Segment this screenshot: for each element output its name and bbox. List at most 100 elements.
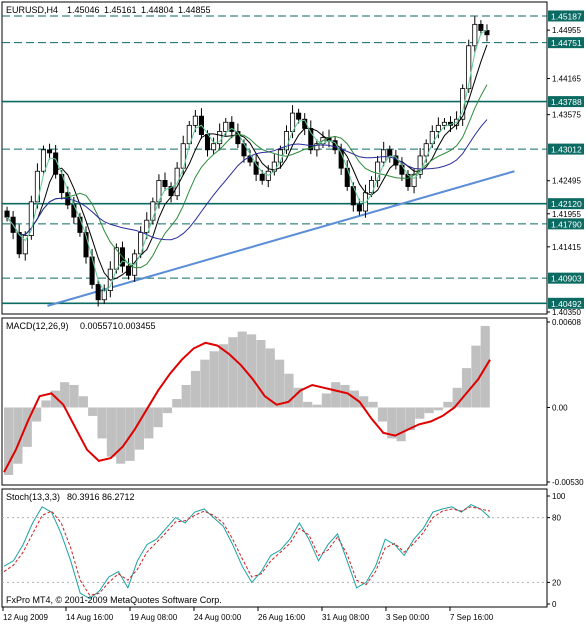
x-tick-label: 24 Aug 00:00 [194,613,242,622]
level-price-label: 1.40492 [551,299,582,309]
candle-body [235,131,241,145]
candle-body [253,161,259,175]
ohlc-high: 1.45161 [104,5,137,15]
candle-body [405,173,411,187]
candle-body [101,290,107,301]
candle-body [435,124,441,132]
macd-histogram-bar [415,407,425,419]
moving-average-line [6,119,488,241]
x-tick-label: 26 Aug 16:00 [258,613,306,622]
level-price-label: 1.41790 [551,219,582,229]
price-tick-label: 1.44165 [552,75,581,84]
macd-histogram-bar [405,407,416,430]
level-price-label: 1.45187 [551,11,582,21]
macd-histogram-bar [50,390,60,408]
macd-histogram-bar [172,399,182,408]
stoch-tick-label: 0 [552,600,557,609]
level-price-label: 1.43012 [551,145,582,155]
candle-body [217,131,223,145]
macd-histogram-bar [275,359,285,408]
candle-body [22,235,28,255]
macd-histogram-bar [13,407,23,464]
candle-body [168,186,174,197]
macd-tick-label: -0.00530 [552,478,584,487]
candle-body [229,121,235,132]
macd-histogram-bar [144,407,154,439]
macd-layer: 0.00608 0.00 -0.00530 [3,318,584,487]
moving-average-line [6,84,488,269]
candle-body [381,149,387,163]
candle-body [204,134,211,151]
macd-histogram-bar [60,382,70,408]
macd-histogram-bar [41,400,51,408]
x-tick-label: 12 Aug 2009 [3,613,48,622]
stoch-layer: 100 80 20 0 [2,492,566,609]
macd-histogram-bar [331,382,341,408]
candle-body [47,149,53,154]
candle-body [466,45,472,90]
macd-histogram-bar [162,407,173,414]
price-tick-label: 1.40350 [552,308,581,317]
macd-tick-label: 0.00 [552,403,568,412]
macd-histogram-bar [312,404,322,408]
candle-body [369,180,375,194]
level-price-box [548,10,584,22]
candle-body [478,23,484,31]
level-price-label: 1.40903 [551,274,582,284]
price-tick-label: 1.41415 [552,243,581,252]
macd-histogram-bar [237,331,247,408]
x-tick-label: 14 Aug 16:00 [66,613,114,622]
level-price-label: 1.44751 [551,38,582,48]
candle-body [4,210,10,218]
ohlc-close: 1.44855 [178,5,211,15]
candle-body [89,256,95,285]
trendline [47,170,515,307]
macd-histogram-bar [340,384,350,408]
macd-histogram-bar [471,345,481,408]
macd-histogram-bar [377,407,388,422]
macd-title: MACD(12,26,9) [6,321,69,331]
macd-histogram-bar [265,348,275,408]
moving-average-line [6,29,488,293]
candle-body [144,219,150,233]
candle-body [314,143,320,151]
candle-body [375,161,381,181]
stoch-panel [1,488,548,608]
macd-histogram-bar [200,359,210,408]
macd-histogram-bar [321,393,331,408]
x-tick-label: 31 Aug 08:00 [322,613,370,622]
macd-histogram-bar [4,407,14,475]
symbol-title: EURUSD,H4 [6,5,58,15]
macd-histogram-bar [228,337,238,408]
candle-body [186,124,192,145]
macd-histogram-bar [359,396,369,408]
macd-histogram-bar [424,407,434,414]
macd-histogram-bar [247,334,257,408]
macd-histogram-bar [461,368,472,408]
stoch-value-signal: 86.2712 [102,492,135,502]
macd-histogram-bar [303,401,313,408]
macd-histogram-bar [78,396,88,408]
price-tick-label: 1.43575 [552,111,581,120]
price-tick-label: 1.44955 [552,26,581,35]
price-tick-label: 1.42495 [552,177,581,186]
copyright-text: FxPro MT4, © 2001-2009 MetaQuotes Softwa… [6,595,222,605]
macd-histogram-bar [433,407,444,411]
macd-tick-label: 0.00608 [552,318,581,327]
candle-body [126,265,132,276]
candle-body [223,121,229,132]
level-price-box [548,143,584,155]
level-price-box [548,297,584,309]
stoch-tick-label: 20 [552,578,561,587]
candle-body [192,115,198,126]
level-price-label: 1.43788 [551,97,582,107]
candle-body [423,143,429,157]
macd-histogram-bar [88,407,98,416]
stoch-signal-line [3,506,491,596]
candle-body [259,173,265,181]
candle-body [95,284,101,301]
macd-signal-line [3,341,491,473]
macd-histogram-bar [134,407,145,450]
macd-histogram-bar [443,401,453,408]
